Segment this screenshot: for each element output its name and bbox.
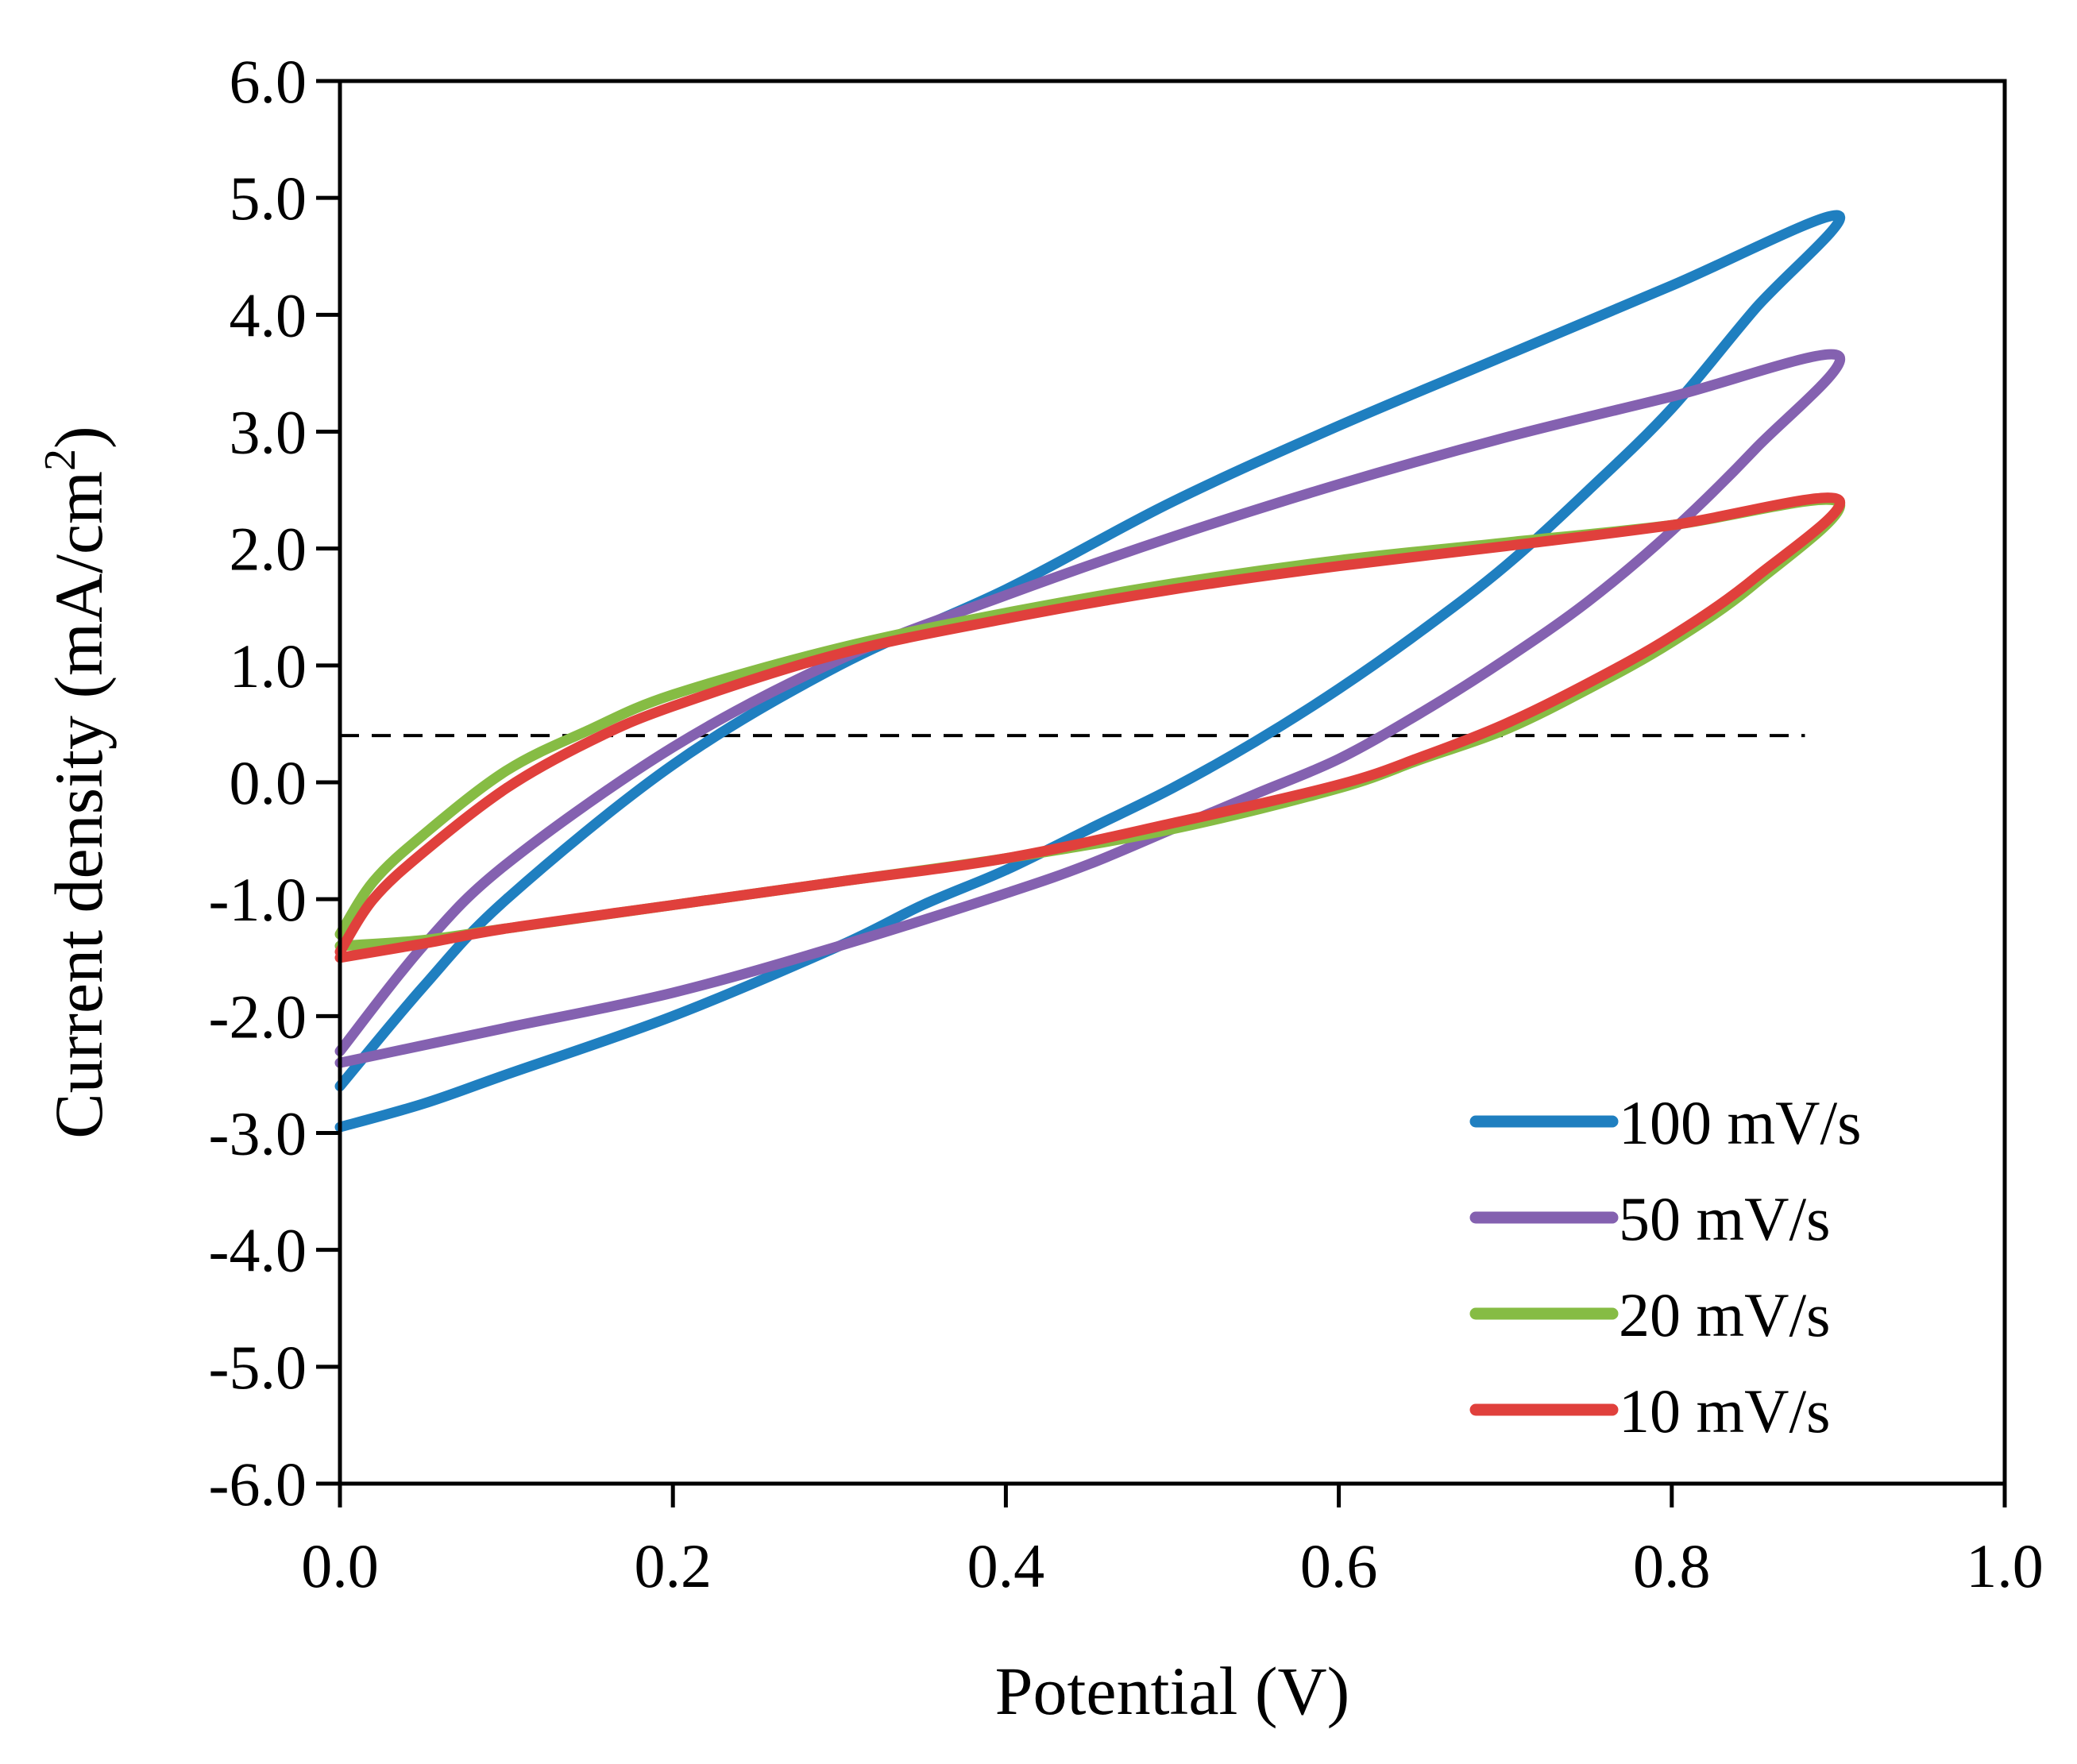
y-tick-label: 2.0: [230, 515, 307, 584]
y-axis-title-superscript: 2: [36, 449, 85, 471]
y-tick-label: -6.0: [209, 1449, 307, 1519]
x-axis-title: Potential (V): [995, 1653, 1350, 1729]
y-tick-label: 6.0: [230, 47, 307, 116]
x-tick-label: 1.0: [1966, 1531, 2044, 1600]
x-axis-ticks: 0.0 0.2 0.4 0.6 0.8 1.0: [301, 1484, 2044, 1600]
y-tick-label: 5.0: [230, 164, 307, 233]
x-tick-label: 0.2: [634, 1531, 712, 1600]
legend-label: 10 mV/s: [1619, 1376, 1831, 1446]
x-tick-label: 0.6: [1300, 1531, 1378, 1600]
legend-label: 50 mV/s: [1619, 1184, 1831, 1253]
series-line-100-mv-s: [334, 210, 1846, 1133]
legend-label: 100 mV/s: [1619, 1088, 1862, 1157]
y-tick-label: -2.0: [209, 982, 307, 1051]
y-tick-label: -5.0: [209, 1333, 307, 1402]
y-axis-title-main: Current density (mA/cm: [41, 471, 117, 1139]
x-tick-label: 0.4: [967, 1531, 1045, 1600]
y-tick-label: 4.0: [230, 280, 307, 349]
x-tick-label: 0.0: [301, 1531, 379, 1600]
y-tick-label: -4.0: [209, 1216, 307, 1285]
y-tick-label: 0.0: [230, 748, 307, 817]
legend: 100 mV/s 50 mV/s 20 mV/s 10 mV/s: [1469, 1088, 1862, 1446]
series-line-10-mv-s: [334, 492, 1846, 963]
legend-label: 20 mV/s: [1619, 1280, 1831, 1349]
y-tick-label: 3.0: [230, 398, 307, 467]
x-tick-label: 0.8: [1633, 1531, 1711, 1600]
y-tick-label: -3.0: [209, 1099, 307, 1168]
series-layer: [334, 210, 1846, 1133]
y-axis-title: Current density (mA/cm2): [36, 426, 117, 1138]
y-tick-label: 1.0: [230, 631, 307, 701]
series-line-50-mv-s: [334, 349, 1846, 1068]
y-axis-title-close: ): [41, 426, 117, 449]
y-tick-label: -1.0: [209, 865, 307, 934]
y-axis-ticks: -6.0 -5.0 -4.0 -3.0 -2.0 -1.0 0.0 1.0 2.0 3.0 4.0 5…: [209, 47, 340, 1519]
